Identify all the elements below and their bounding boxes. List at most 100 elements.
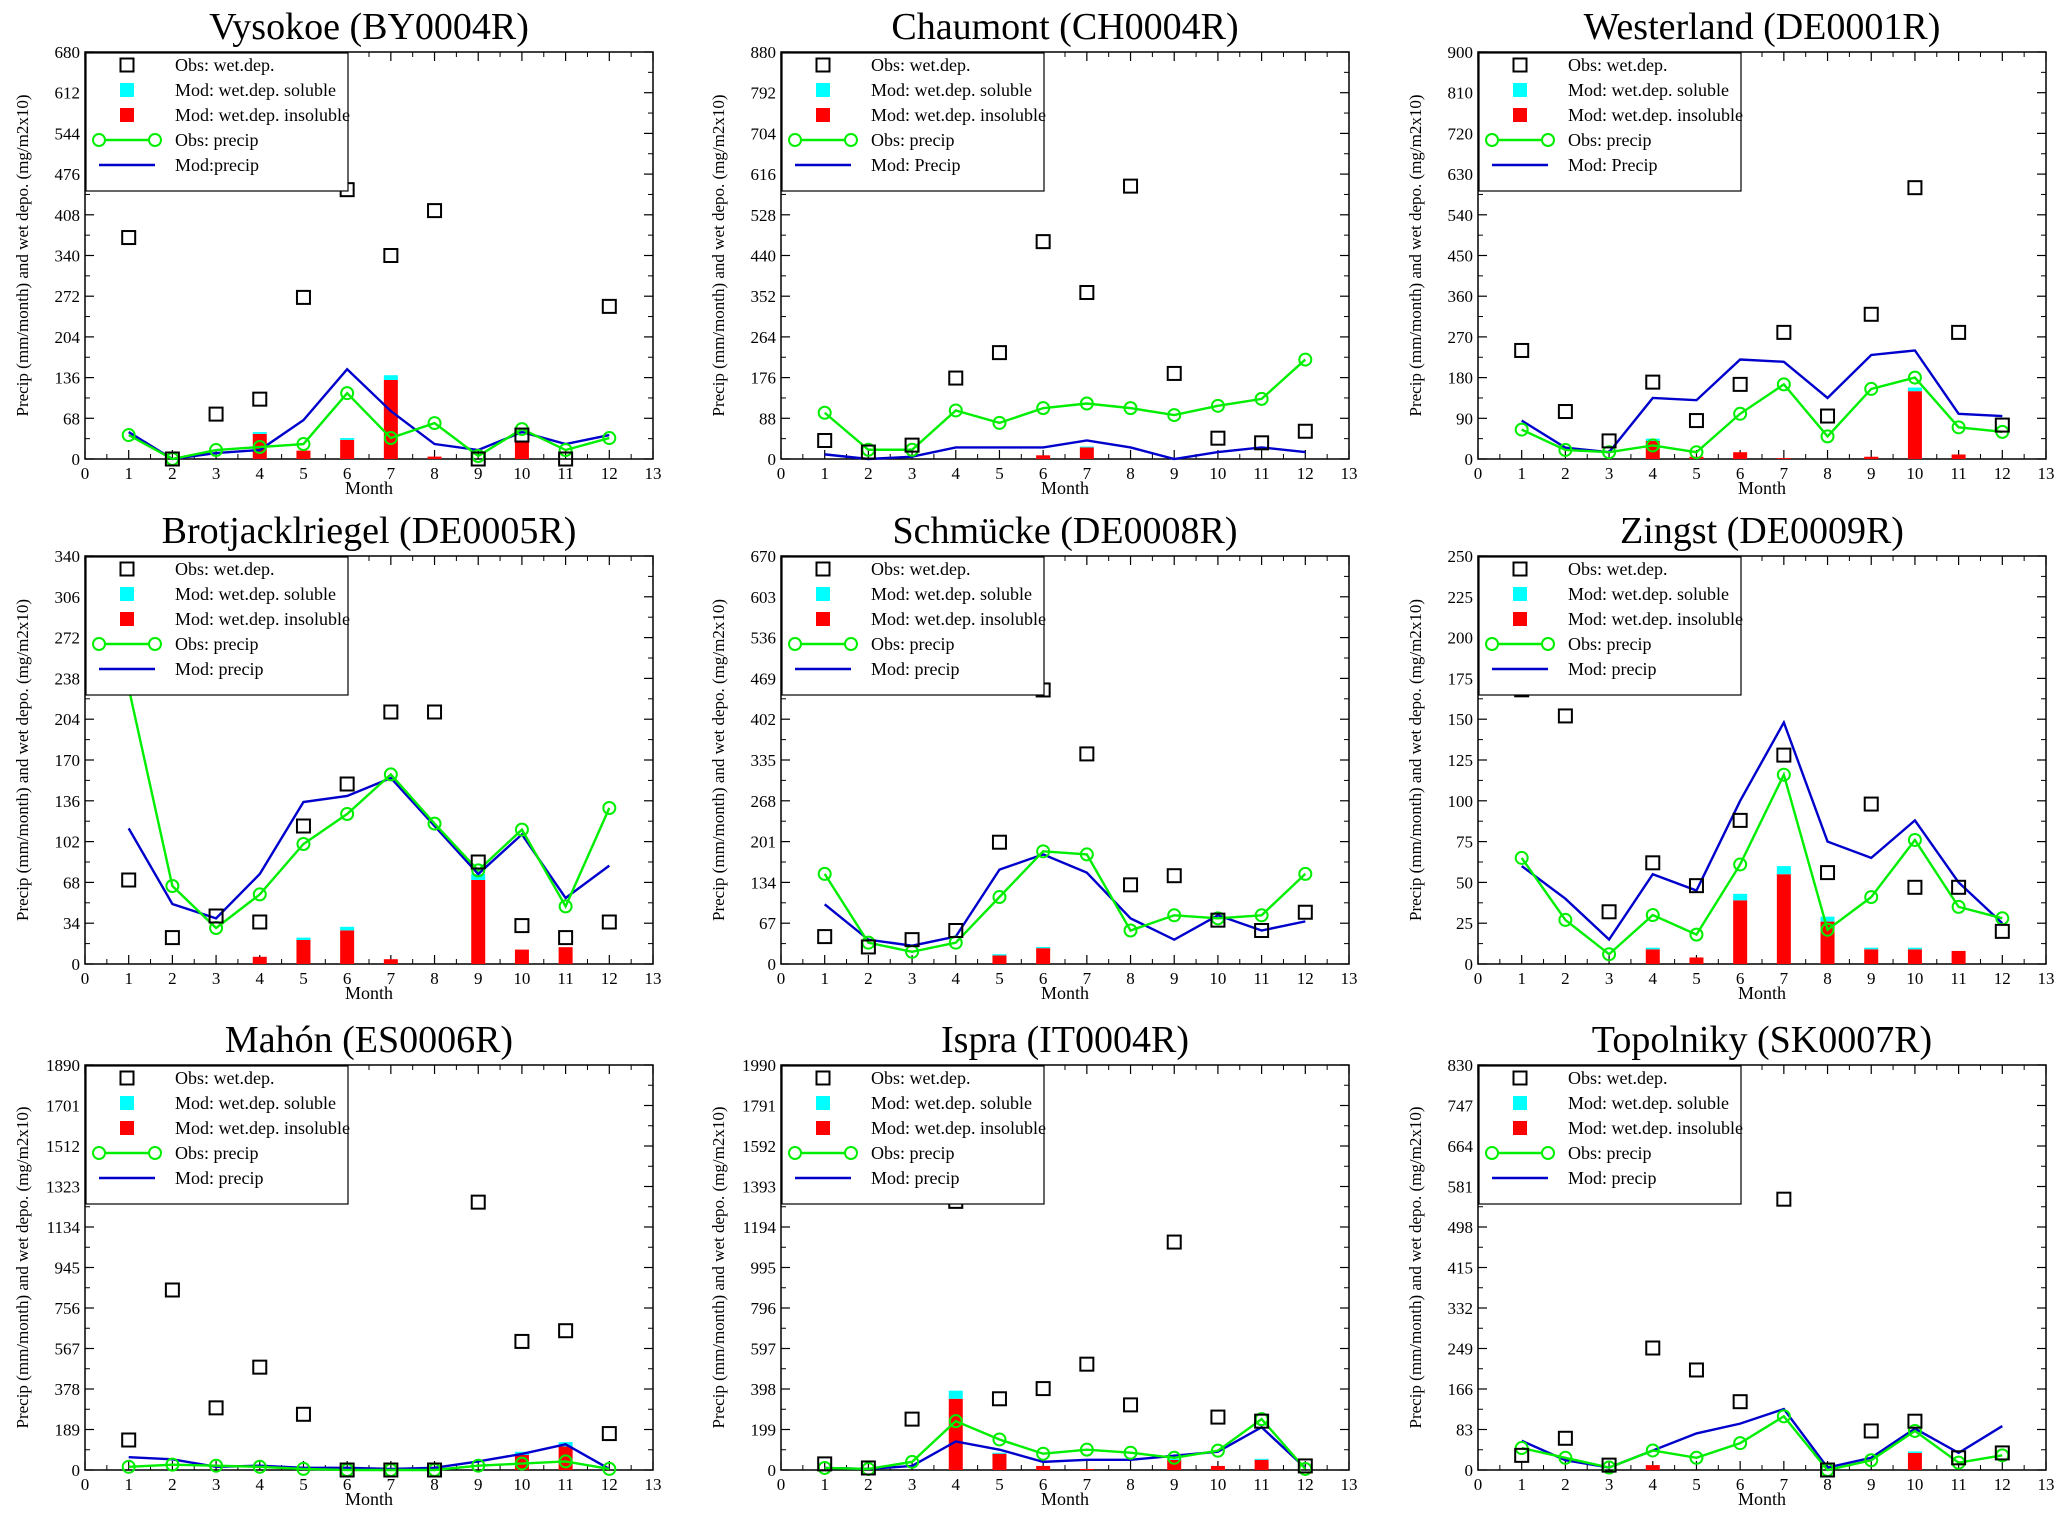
obs-wetdep-point-month-3 — [208, 406, 224, 422]
obs-wetdep-point-month-6 — [339, 776, 355, 792]
legend-symbol-soluble — [120, 587, 134, 601]
y-tick-label: 204 — [55, 328, 81, 347]
obs-wetdep-point-month-11 — [558, 930, 574, 946]
obs-wetdep-point-month-4 — [948, 923, 964, 939]
y-tick-label: 0 — [72, 955, 81, 974]
chart-title: Mahón (ES0006R) — [225, 1019, 513, 1061]
x-tick-label: 11 — [1253, 1475, 1269, 1494]
x-tick-label: 7 — [387, 464, 396, 483]
obs-precip-line — [823, 850, 1307, 954]
legend-entry: Obs: precip — [175, 634, 258, 654]
x-tick-label: 12 — [1297, 464, 1314, 483]
x-tick-label: 1 — [820, 969, 829, 988]
obs-precip-point-month-9 — [1167, 908, 1182, 923]
bar-soluble-month-7 — [1079, 446, 1094, 448]
x-tick-label: 12 — [601, 464, 618, 483]
bar-soluble-month-6 — [1733, 893, 1748, 901]
obs-wetdep-point-month-9 — [1166, 365, 1182, 381]
y-tick-label: 995 — [751, 1259, 777, 1278]
obs-precip-point-month-8 — [427, 416, 442, 431]
obs-wetdep-point-month-9 — [470, 451, 486, 467]
y-tick-label: 398 — [751, 1380, 777, 1399]
obs-wetdep-point-month-12 — [601, 298, 617, 314]
y-axis-label: Precip (mm/month) and wet depo. (mg/m2x1… — [13, 95, 32, 417]
y-axis-label: Precip (mm/month) and wet depo. (mg/m2x1… — [1406, 1107, 1425, 1429]
bar-insoluble-month-10 — [514, 442, 529, 459]
obs-precip-point-month-6 — [1036, 401, 1051, 416]
obs-wetdep-point-month-3 — [1601, 1457, 1617, 1473]
y-axis-label: Precip (mm/month) and wet depo. (mg/m2x1… — [709, 599, 728, 921]
y-tick-label: 440 — [751, 247, 777, 266]
x-axis-label: Month — [1738, 1489, 1786, 1509]
obs-wetdep-point-month-11 — [1951, 324, 1967, 340]
legend-symbol-soluble — [816, 587, 830, 601]
y-tick-label: 204 — [55, 710, 81, 729]
mod-precip-line — [1520, 719, 2004, 942]
x-tick-label: 4 — [256, 464, 265, 483]
obs-precip-point-month-11 — [1951, 420, 1966, 435]
y-tick-label: 747 — [1448, 1097, 1474, 1116]
x-tick-label: 8 — [1823, 969, 1832, 988]
obs-wetdep-point-month-8 — [1820, 408, 1836, 424]
obs-precip-point-month-3 — [1602, 947, 1617, 962]
x-tick-label: 0 — [81, 464, 90, 483]
obs-precip-point-month-7 — [383, 431, 398, 446]
x-axis-label: Month — [1041, 478, 1089, 498]
x-tick-label: 0 — [777, 464, 786, 483]
x-tick-label: 11 — [1950, 969, 1966, 988]
y-tick-label: 335 — [751, 751, 777, 770]
x-tick-label: 11 — [1950, 1475, 1966, 1494]
y-axis-label: Precip (mm/month) and wet depo. (mg/m2x1… — [13, 1107, 32, 1429]
x-tick-label: 2 — [168, 464, 177, 483]
bar-insoluble-month-9 — [1864, 949, 1879, 964]
legend-symbol-soluble — [816, 1096, 830, 1110]
y-tick-label: 1791 — [742, 1097, 776, 1116]
legend-symbol-obs-precip-circle — [148, 133, 162, 147]
x-tick-label: 8 — [1126, 464, 1135, 483]
obs-precip-point-month-4 — [1645, 908, 1660, 923]
x-tick-label: 5 — [299, 464, 308, 483]
obs-wetdep-point-month-2 — [860, 444, 876, 460]
x-tick-label: 6 — [1736, 969, 1745, 988]
obs-wetdep-point-month-9 — [1863, 1423, 1879, 1439]
x-tick-label: 11 — [1950, 464, 1966, 483]
mod-precip-line — [823, 853, 1306, 947]
x-tick-label: 3 — [212, 969, 221, 988]
y-tick-label: 166 — [1448, 1380, 1474, 1399]
obs-wetdep-point-month-11 — [1254, 435, 1270, 451]
legend-symbol-soluble — [120, 1096, 134, 1110]
obs-wetdep-point-month-7 — [1079, 746, 1095, 762]
obs-wetdep-point-month-4 — [1645, 855, 1661, 871]
x-tick-label: 4 — [256, 1475, 265, 1494]
bar-insoluble-month-4 — [1645, 1465, 1660, 1470]
x-tick-label: 2 — [168, 1475, 177, 1494]
x-tick-label: 9 — [1867, 1475, 1876, 1494]
legend-entry: Obs: precip — [871, 130, 954, 150]
y-tick-label: 249 — [1448, 1340, 1474, 1359]
obs-wetdep-point-month-11 — [1951, 1450, 1967, 1466]
bar-soluble-month-7 — [383, 375, 398, 380]
legend-entry: Mod: Precip — [1568, 155, 1658, 175]
y-tick-label: 720 — [1448, 124, 1474, 143]
legend-symbol-soluble — [1513, 1096, 1527, 1110]
bar-insoluble-month-5 — [992, 955, 1007, 964]
y-tick-label: 1512 — [46, 1137, 80, 1156]
obs-precip-point-month-8 — [1123, 1445, 1138, 1460]
bar-soluble-month-6 — [340, 926, 355, 931]
obs-precip-point-month-9 — [1167, 408, 1182, 423]
y-tick-label: 581 — [1448, 1178, 1474, 1197]
obs-wetdep-point-month-11 — [558, 1323, 574, 1339]
y-tick-label: 1134 — [47, 1218, 81, 1237]
bar-insoluble-month-9 — [1864, 456, 1879, 459]
x-tick-label: 9 — [474, 1475, 483, 1494]
legend-entry: Obs: wet.dep. — [1568, 1068, 1667, 1088]
obs-precip-point-month-7 — [1079, 1442, 1094, 1457]
y-axis-label: Precip (mm/month) and wet depo. (mg/m2x1… — [13, 599, 32, 921]
y-tick-label: 469 — [751, 669, 777, 688]
legend-entry: Mod: precip — [871, 659, 959, 679]
x-tick-label: 1 — [124, 969, 133, 988]
x-tick-label: 3 — [1605, 969, 1614, 988]
y-tick-label: 134 — [751, 873, 777, 892]
obs-precip-line — [824, 1417, 1307, 1471]
legend-entry: Mod: wet.dep. insoluble — [871, 609, 1046, 629]
